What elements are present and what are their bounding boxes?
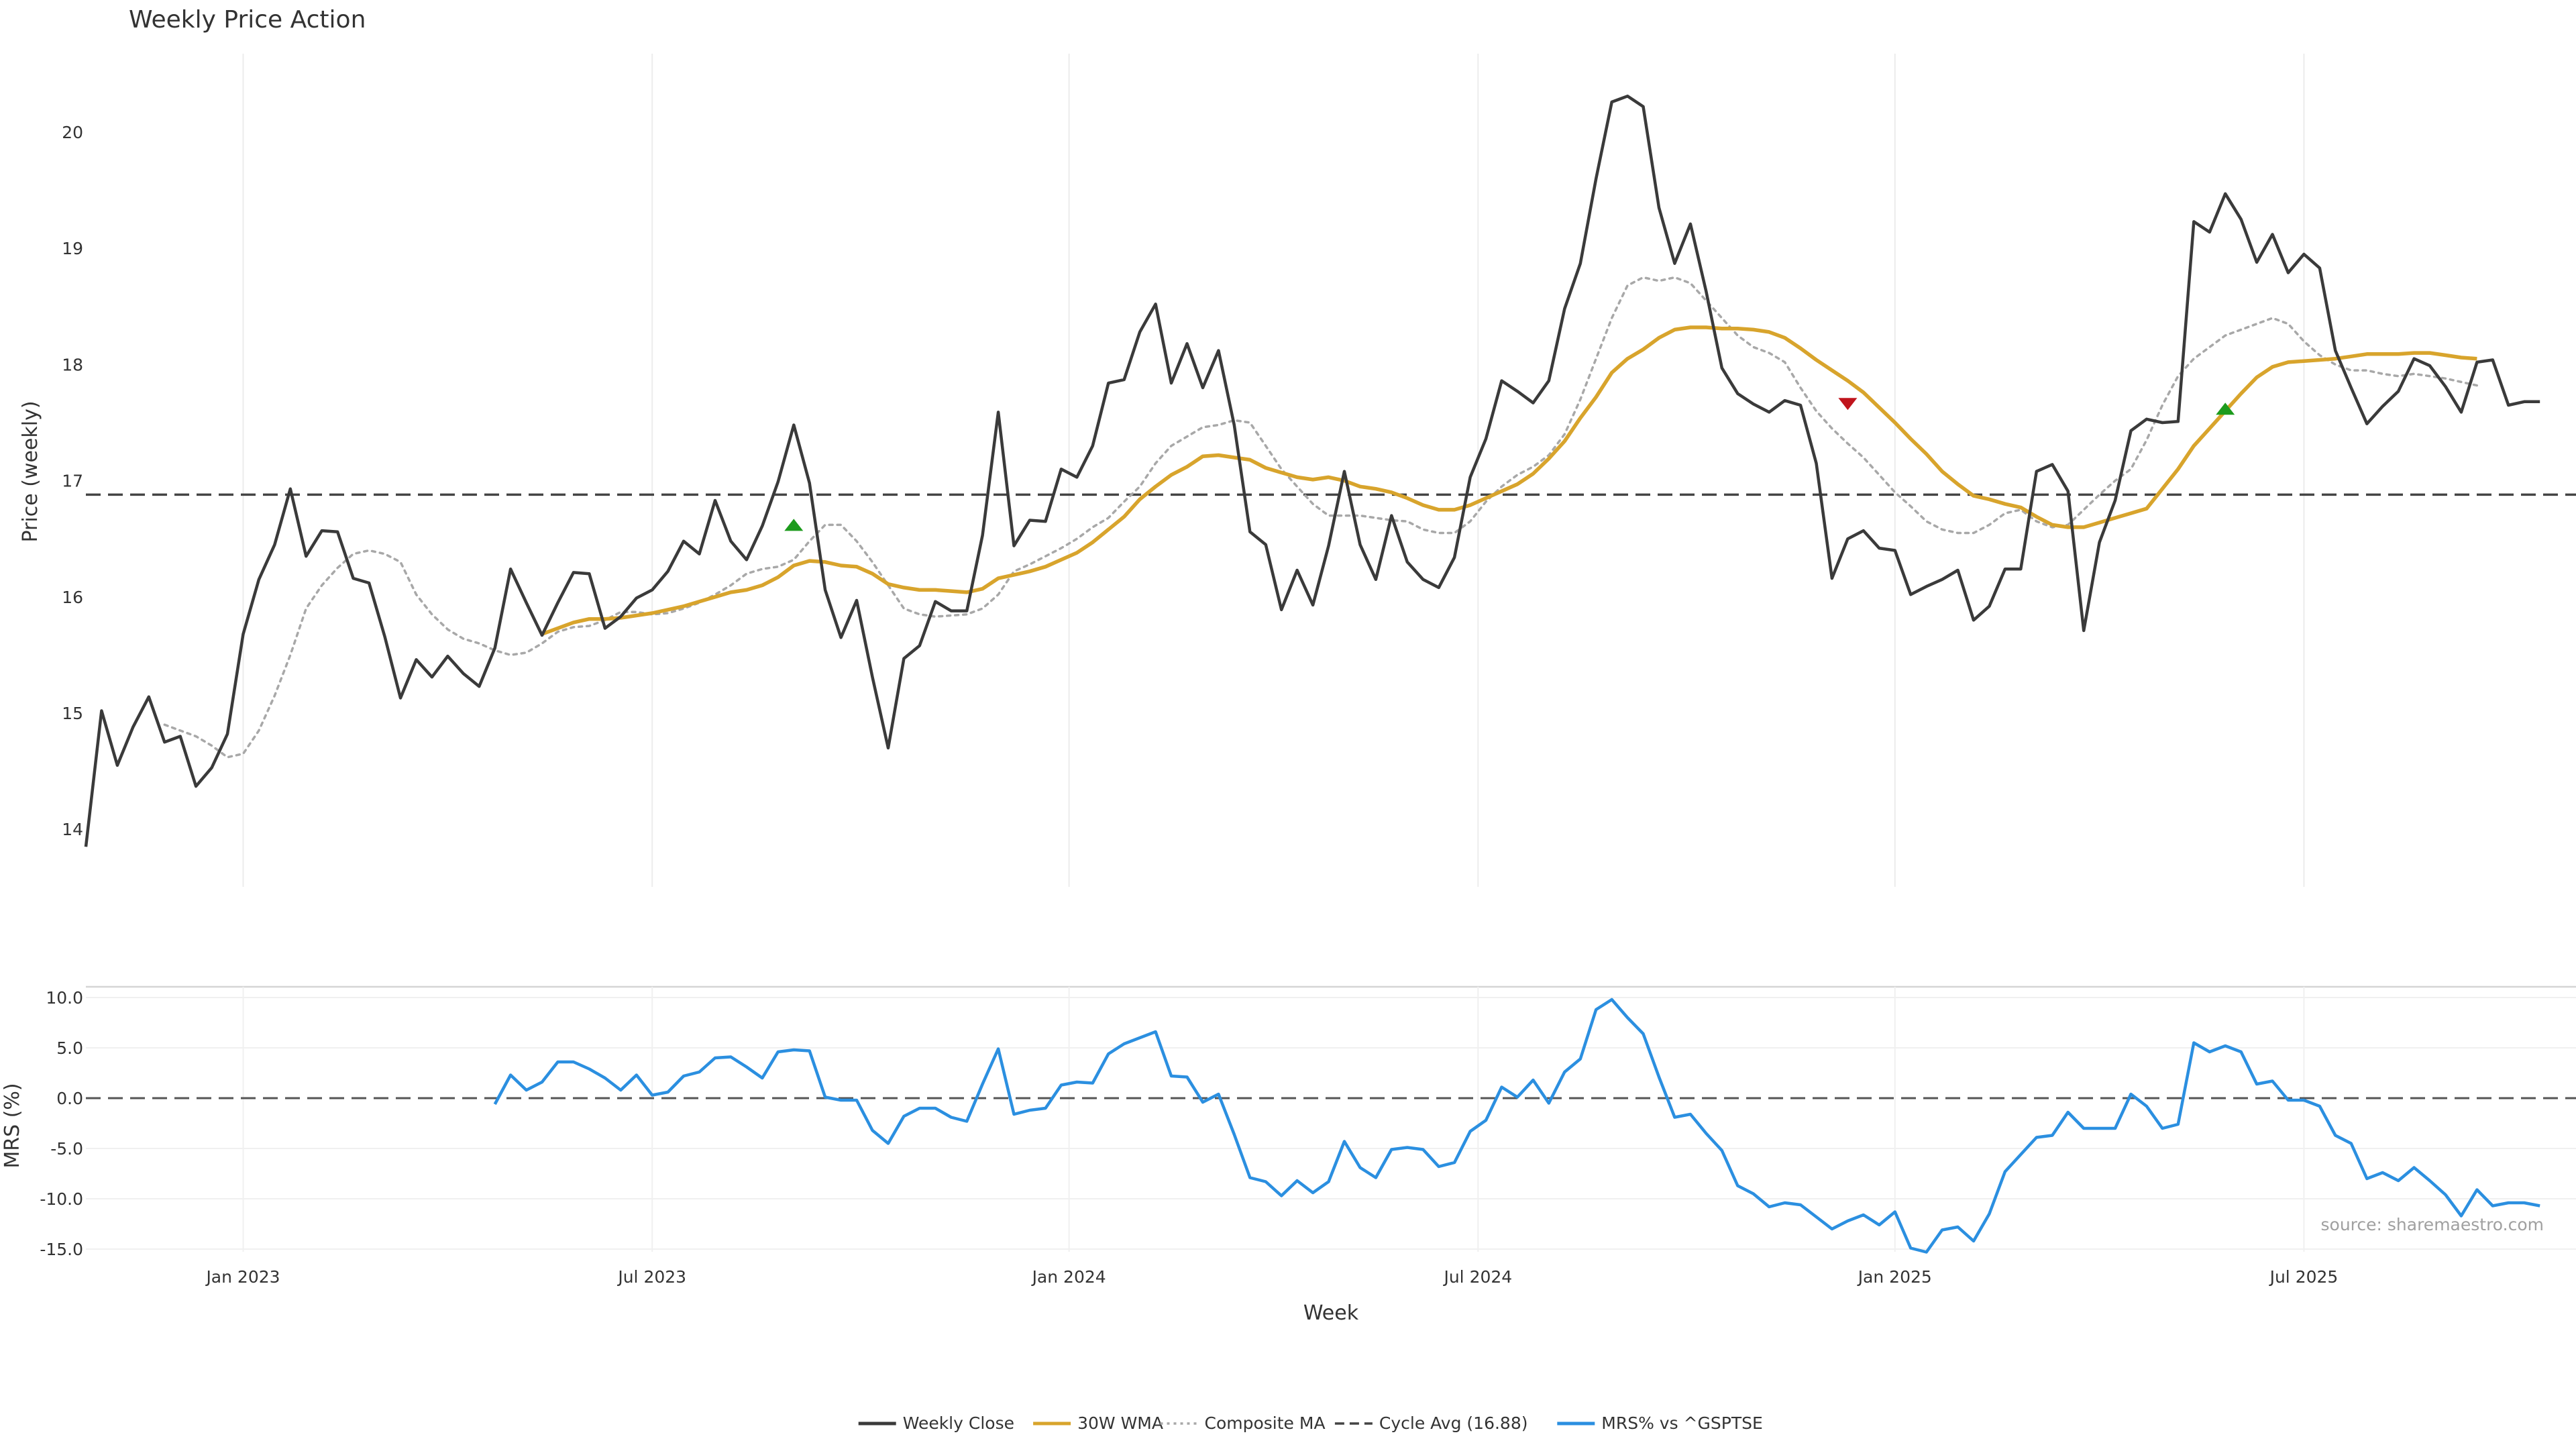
legend-item: 30W WMA	[1033, 1413, 1163, 1433]
buy-signal-marker	[2216, 402, 2235, 415]
weekly-close-line	[84, 95, 2540, 847]
legend-item: Weekly Close	[858, 1413, 1014, 1433]
mrs-y-tick-label: -10.0	[40, 1189, 83, 1209]
price-y-tick-label: 18	[62, 355, 83, 374]
mrs-y-ticks: 10.0 5.0 0.0 -5.0 -10.0 -15.0	[40, 988, 83, 1259]
wma-30w-line	[541, 325, 2477, 636]
legend-label: 30W WMA	[1077, 1413, 1163, 1433]
legend-item: MRS% vs ^GSPTSE	[1557, 1413, 1763, 1433]
x-tick-label: Jul 2025	[2269, 1267, 2339, 1287]
mrs-panel: 10.0 5.0 0.0 -5.0 -10.0 -15.0 MRS (%) source:…	[1, 985, 2576, 1325]
mrs-y-tick-label: 5.0	[56, 1038, 83, 1058]
mrs-y-tick-label: 10.0	[46, 988, 83, 1008]
x-tick-label: Jan 2025	[1857, 1267, 1932, 1287]
mrs-y-tick-label: 0.0	[56, 1089, 83, 1108]
price-panel: 14 15 16 17 18 19 20 Weekly Price Action Price…	[19, 6, 2576, 887]
price-y-tick-label: 16	[62, 588, 83, 607]
price-y-tick-label: 15	[62, 704, 83, 723]
price-y-axis-title: Price (weekly)	[19, 400, 42, 542]
x-axis-title: Week	[1303, 1301, 1359, 1325]
composite-ma-line	[163, 276, 2479, 759]
x-tick-label: Jul 2023	[616, 1267, 686, 1287]
signal-markers	[784, 398, 2235, 531]
mrs-y-tick-label: -15.0	[40, 1240, 83, 1259]
price-y-tick-label: 19	[62, 239, 83, 258]
x-axis-ticks: Jan 2023 Jul 2023 Jan 2024 Jul 2024 Jan 2025…	[205, 1267, 2338, 1287]
price-y-tick-label: 20	[62, 123, 83, 142]
legend-label: Cycle Avg (16.88)	[1379, 1413, 1528, 1433]
price-y-ticks: 14 15 16 17 18 19 20	[62, 123, 83, 839]
mrs-y-axis-title: MRS (%)	[1, 1083, 24, 1168]
x-tick-label: Jan 2023	[205, 1267, 280, 1287]
x-tick-label: Jul 2024	[1442, 1267, 1512, 1287]
price-y-tick-label: 14	[62, 820, 83, 839]
legend-label: Weekly Close	[903, 1413, 1014, 1433]
mrs-y-tick-label: -5.0	[50, 1139, 83, 1159]
sell-signal-marker	[1838, 398, 1858, 411]
mrs-gridlines	[86, 987, 2576, 1252]
price-chart-title: Weekly Price Action	[129, 6, 366, 34]
price-gridlines	[242, 54, 2305, 887]
legend: Weekly Close 30W WMA Composite MA Cycle Avg…	[858, 1413, 1763, 1433]
legend-item: Cycle Avg (16.88)	[1334, 1413, 1528, 1433]
x-tick-label: Jan 2024	[1031, 1267, 1106, 1287]
legend-item: Composite MA	[1160, 1413, 1326, 1433]
legend-label: Composite MA	[1205, 1413, 1326, 1433]
price-y-tick-label: 17	[62, 472, 83, 491]
source-annotation: source: sharemaestro.com	[2321, 1215, 2544, 1234]
buy-signal-marker	[784, 519, 804, 531]
legend-label: MRS% vs ^GSPTSE	[1601, 1413, 1762, 1433]
mrs-line	[493, 998, 2540, 1254]
